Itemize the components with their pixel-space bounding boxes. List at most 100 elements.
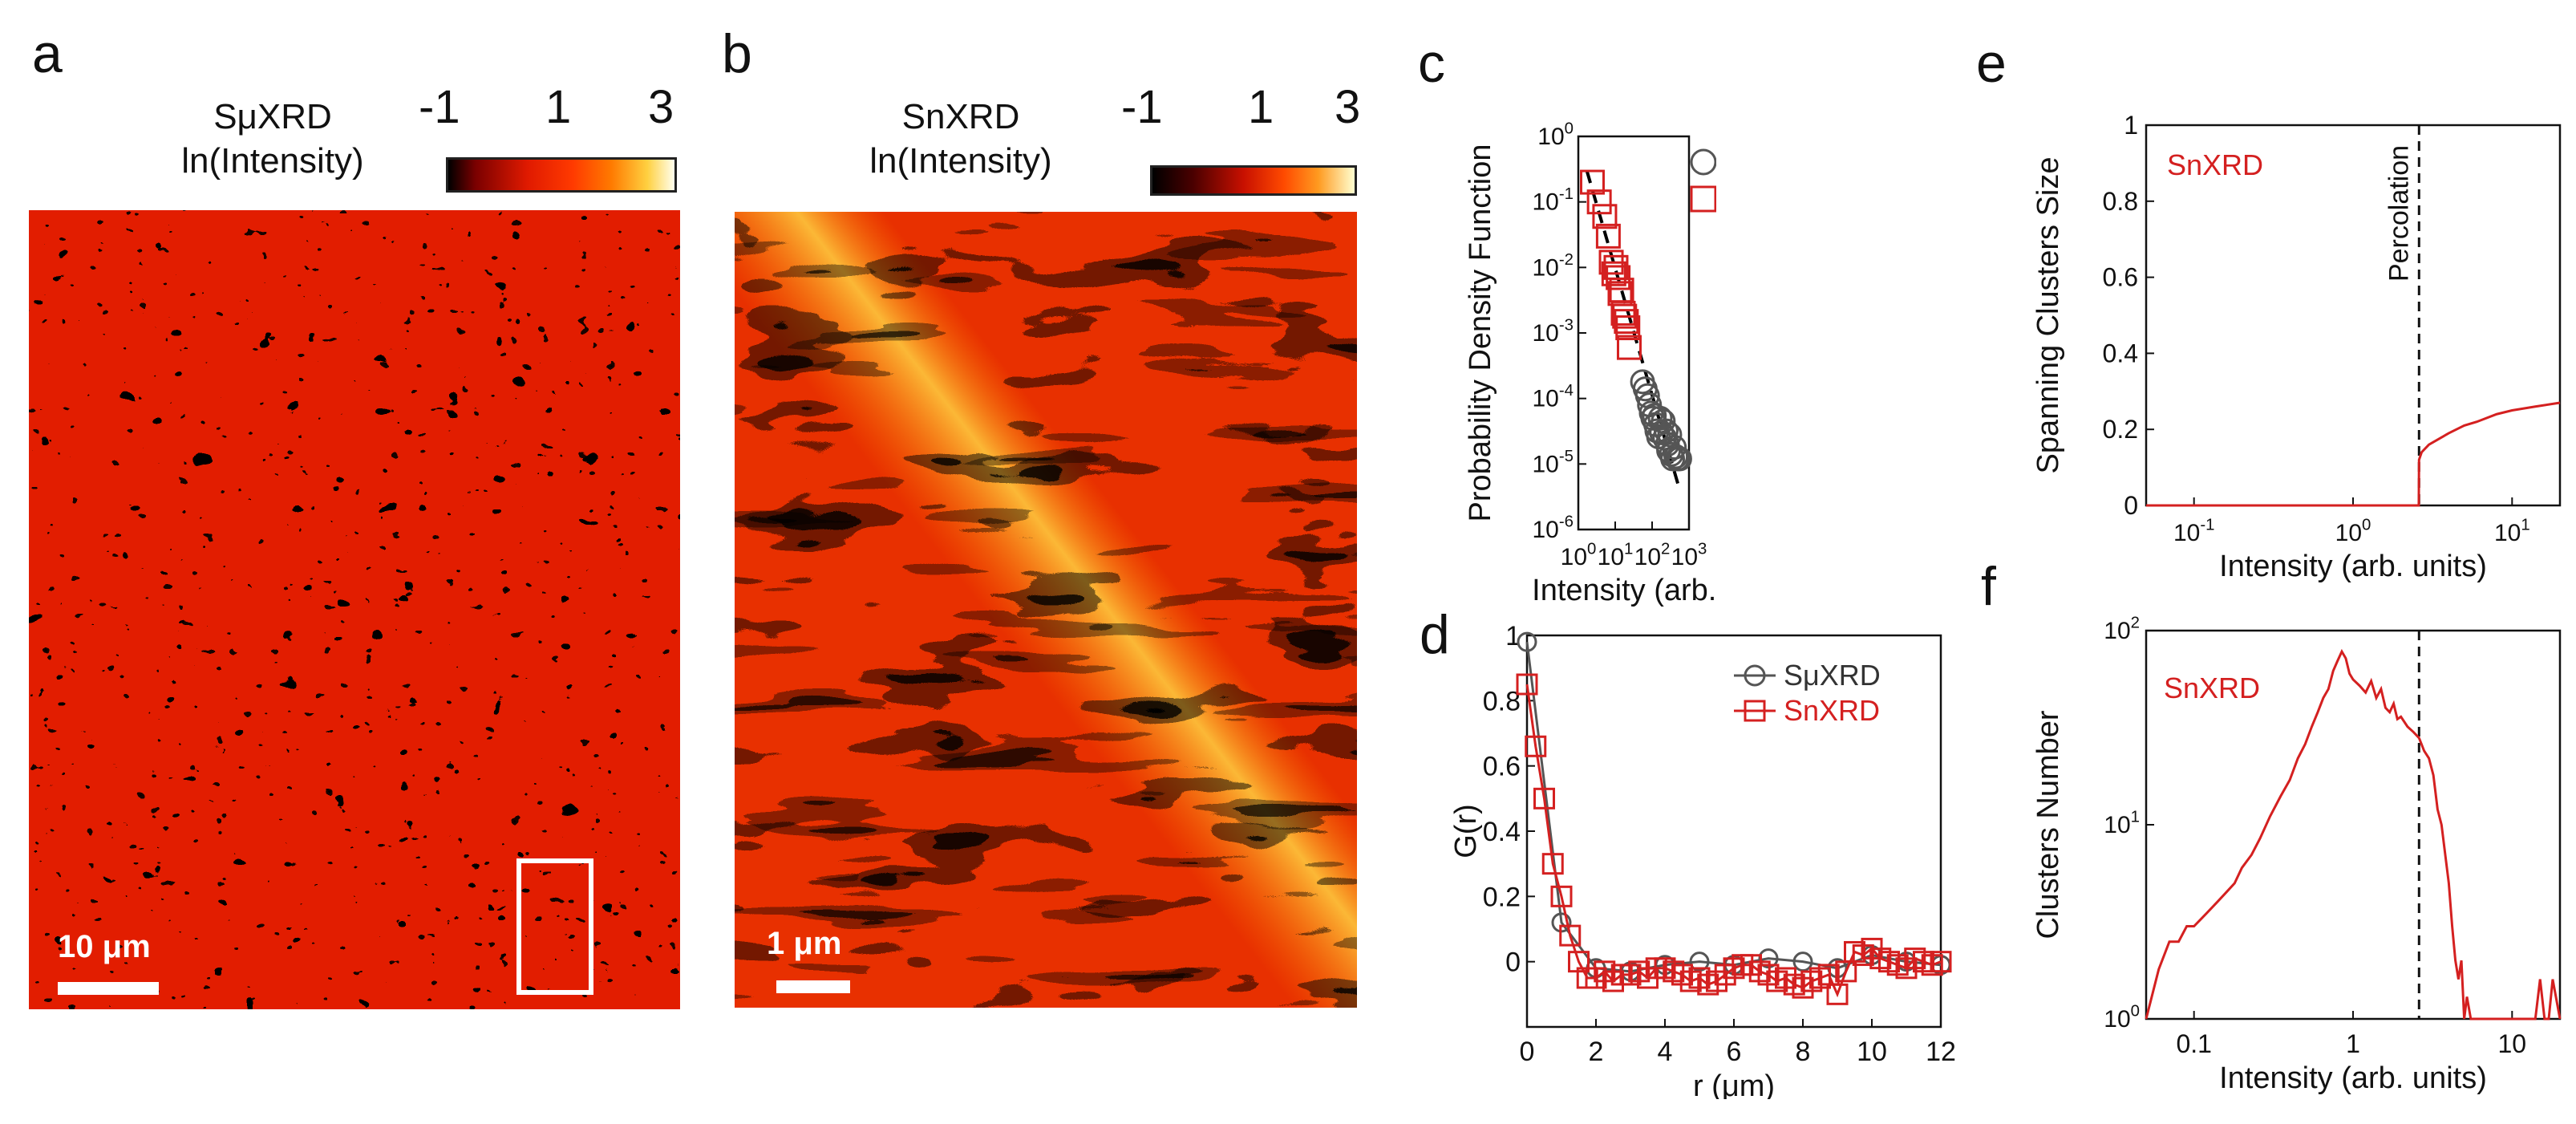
chart-e-series-line <box>2146 401 2561 507</box>
chart-d-legend-label: SμXRD <box>1784 659 1881 692</box>
chart-c-point-square <box>1601 261 1626 286</box>
chart-c-xtick-label: 101 <box>1598 541 1634 571</box>
chart-d-xtick-label: 6 <box>1727 1037 1742 1067</box>
chart-c-ytick-label: 100 <box>1537 120 1574 151</box>
heatmap-b-svg <box>735 212 1357 1008</box>
chart-e-ytick-label: 0.4 <box>2103 339 2138 367</box>
panel-b-title-line2: ln(Intensity) <box>869 141 1052 181</box>
panel-label-b: b <box>722 23 752 84</box>
heatmap-b <box>735 212 1357 1008</box>
chart-c-point-square <box>1579 169 1605 195</box>
chart-c-point-square <box>1614 309 1639 335</box>
chart-c-point-square <box>1595 223 1621 249</box>
colorbar-a <box>446 157 677 193</box>
chart-c-point-square <box>1610 300 1636 326</box>
chart-d-ytick-label: 0.2 <box>1483 882 1521 912</box>
chart-d-point-square <box>1541 853 1564 875</box>
chart-d-xtick-label: 12 <box>1926 1037 1956 1067</box>
heatmap-a-svg <box>29 210 680 1009</box>
chart-d-ytick-label: 0 <box>1505 947 1521 978</box>
chart-c-ytick-label: 10-2 <box>1532 251 1574 282</box>
panel-b-title: SnXRD ln(Intensity) <box>849 95 1073 183</box>
scalebar-b-line <box>776 980 850 993</box>
heatmap-a <box>29 210 680 1009</box>
chart-e-percolation-label: Percolation <box>2384 145 2414 282</box>
chart-c-ytick-label: 10-6 <box>1532 513 1574 544</box>
chart-d-xlabel: r (μm) <box>1693 1069 1775 1099</box>
chart-d-legend-marker <box>1744 700 1766 722</box>
chart-d-ytick-label: 0.6 <box>1483 752 1521 782</box>
chart-d-xtick-label: 2 <box>1589 1037 1604 1067</box>
chart-f-series-label: SnXRD <box>2164 672 2260 704</box>
chart-c-point-square <box>1615 315 1641 341</box>
chart-d-point-square <box>1559 924 1582 947</box>
colorbar-b-tick-mid: 1 <box>1248 81 1274 133</box>
chart-f-ytick-label: 100 <box>2104 1003 2140 1033</box>
chart-e-ytick-label: 1 <box>2124 111 2138 140</box>
chart-c-ytick-label: 10-3 <box>1532 317 1574 347</box>
chart-f-series-line <box>2145 648 2562 1021</box>
chart-d-point-square <box>1550 885 1573 907</box>
scalebar-a-line <box>58 982 159 995</box>
chart-d-ytick-label: 0.8 <box>1483 686 1521 716</box>
panel-label-e: e <box>1976 33 2007 94</box>
colorbar-b <box>1150 165 1357 196</box>
chart-c-ytick-label: 10-5 <box>1532 448 1574 478</box>
scalebar-a-label: 10 μm <box>58 929 151 964</box>
chart-f-ylabel: Clusters Number <box>2031 710 2065 939</box>
panel-a-title-line2: ln(Intensity) <box>181 141 364 181</box>
chart-c-point-square <box>1586 189 1612 215</box>
chart-e-ytick-label: 0.2 <box>2103 415 2138 444</box>
chart-e-xtick-label: 10-1 <box>2173 517 2215 547</box>
inset-region-box <box>516 858 593 995</box>
chart-d-point-square <box>1533 787 1555 810</box>
chart-d-xtick-label: 4 <box>1658 1037 1673 1067</box>
chart-c-xlabel: Intensity (arb. units) <box>1532 574 1716 607</box>
chart-d-legend-label: SnXRD <box>1784 694 1880 727</box>
panel-b-title-line1: SnXRD <box>901 97 1020 136</box>
chart-c-point-circle <box>1651 408 1676 434</box>
chart-c-ytick-label: 10-1 <box>1532 185 1574 216</box>
chart-c-xtick-label: 103 <box>1671 541 1707 571</box>
chart-d-xtick-label: 8 <box>1796 1037 1811 1067</box>
chart-d-ytick-label: 0.4 <box>1483 817 1521 847</box>
chart-d-ylabel: G(r) <box>1449 804 1483 858</box>
chart-c-point-square <box>1606 265 1631 290</box>
colorbar-b-tick-max: 3 <box>1335 81 1361 133</box>
chart-e-xtick-label: 100 <box>2335 517 2371 547</box>
chart-e-series-label: SnXRD <box>2167 148 2263 181</box>
chart-c-point-square <box>1592 204 1618 229</box>
chart-f-clusters: 0.1 1 10 100 101 102 Intensity (arb. units) Clu… <box>2031 615 2562 1095</box>
chart-c-point-square <box>1616 335 1642 360</box>
chart-c-legend-marker <box>1690 185 1716 213</box>
chart-c-ylabel: Probability Density Function <box>1464 144 1497 522</box>
chart-e-ytick-label: 0 <box>2124 491 2138 520</box>
chart-c-xtick-label: 100 <box>1561 541 1597 571</box>
chart-c-point-circle <box>1662 434 1687 460</box>
chart-e-ytick-label: 0.6 <box>2103 263 2138 292</box>
chart-c-point-circle <box>1667 446 1692 472</box>
chart-d-point-square <box>1826 983 1849 1005</box>
chart-c-point-circle <box>1653 418 1679 444</box>
panel-label-d: d <box>1420 604 1450 665</box>
chart-d-point-square <box>1930 951 1952 973</box>
panel-a-title-line1: SμXRD <box>213 97 332 136</box>
chart-d-xtick-label: 0 <box>1520 1037 1535 1067</box>
chart-d-legend-marker <box>1744 664 1766 687</box>
chart-d-correlation: 0 2 4 6 8 10 12 0 0.2 0.4 0.6 0.8 1 r (μm) G(r) SμXRDSn… <box>1449 621 1956 1099</box>
chart-c-ytick-label: 10-4 <box>1532 382 1574 412</box>
chart-e-plot-frame <box>2145 124 2562 507</box>
panel-label-f: f <box>1981 556 1996 617</box>
chart-d-ytick-label: 1 <box>1505 621 1521 651</box>
chart-e-xtick-label: 101 <box>2494 517 2530 547</box>
panel-label-a: a <box>32 23 63 84</box>
chart-c-xtick-label: 102 <box>1634 541 1671 571</box>
chart-e-xlabel: Intensity (arb. units) <box>2219 550 2487 583</box>
chart-e-ylabel: Spanning Clusters Size <box>2031 157 2065 474</box>
colorbar-a-tick-max: 3 <box>648 81 674 133</box>
chart-f-xtick-label: 0.1 <box>2176 1029 2211 1058</box>
colorbar-a-tick-mid: 1 <box>545 81 572 133</box>
panel-a-title: SμXRD ln(Intensity) <box>160 95 385 183</box>
chart-d-point-square <box>1525 735 1547 757</box>
chart-f-ytick-label: 101 <box>2104 809 2140 839</box>
